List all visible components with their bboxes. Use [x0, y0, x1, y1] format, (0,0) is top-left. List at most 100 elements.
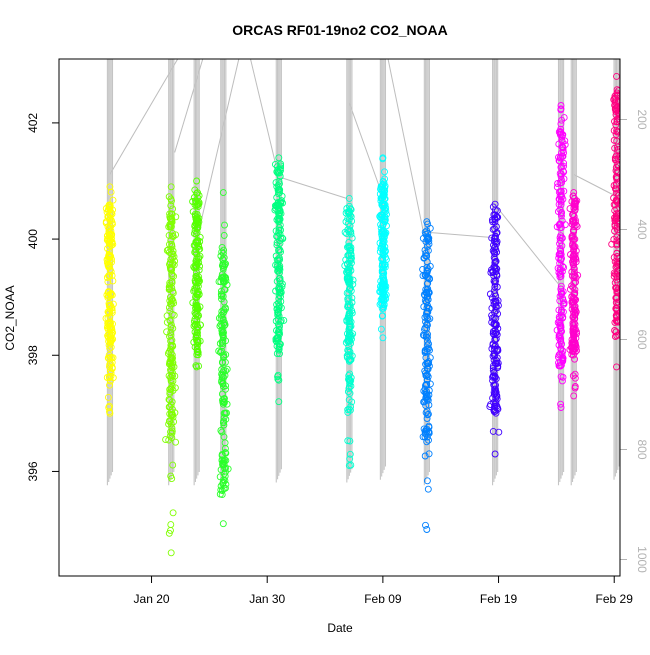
data-point-rf02 — [162, 436, 170, 444]
data-point-rf06 — [346, 450, 354, 458]
data-point-rf08 — [421, 452, 429, 460]
data-point-rf11 — [571, 384, 579, 392]
data-point-rf10 — [556, 324, 564, 332]
data-point-rf06 — [345, 329, 353, 337]
data-point-rf06 — [346, 280, 354, 288]
data-point-rf01 — [109, 206, 117, 214]
data-point-rf12 — [615, 220, 620, 228]
data-point-rf02 — [165, 529, 173, 537]
data-point-rf10 — [560, 159, 568, 167]
data-point-rf11 — [571, 355, 579, 363]
data-point-rf05 — [276, 350, 283, 358]
data-point-rf11 — [570, 235, 578, 243]
data-point-rf09 — [492, 257, 500, 265]
data-point-rf12 — [613, 128, 620, 136]
data-point-rf02 — [168, 210, 176, 218]
data-point-rf01 — [108, 241, 115, 249]
data-point-rf02 — [167, 521, 175, 529]
data-point-rf12 — [614, 155, 620, 163]
data-point-rf07 — [379, 304, 387, 312]
data-point-rf06 — [344, 388, 352, 396]
data-point-rf02 — [166, 332, 173, 340]
data-point-rf06 — [344, 346, 352, 354]
data-point-rf06-max — [345, 194, 353, 202]
data-point-rf04 — [218, 326, 226, 334]
data-point-rf10 — [559, 354, 567, 362]
y-left-tick-label: 398 — [26, 345, 40, 365]
data-point-rf01 — [105, 402, 113, 410]
data-point-rf05 — [276, 266, 284, 274]
y-right-tick-label: 1000 — [635, 546, 649, 573]
data-point-rf07 — [378, 211, 386, 219]
data-point-rf12 — [611, 318, 619, 326]
data-point-rf01 — [104, 320, 112, 328]
y-right-tick-label: 400 — [635, 219, 649, 239]
data-point-rf03 — [195, 192, 203, 200]
data-point-rf10 — [557, 338, 565, 346]
data-point-rf04 — [217, 315, 225, 323]
data-point-rf11 — [572, 343, 580, 351]
data-point-rf05 — [276, 262, 284, 270]
data-point-rf10 — [558, 209, 566, 216]
data-point-rf07 — [380, 291, 388, 299]
data-point-rf09 — [490, 369, 498, 376]
data-point-rf04 — [219, 460, 227, 468]
data-point-rf09 — [486, 403, 494, 411]
data-point-rf02 — [167, 265, 175, 273]
data-point-rf06 — [344, 226, 352, 234]
data-point-rf12 — [614, 318, 620, 326]
data-point-rf02 — [166, 215, 174, 222]
data-point-rf02 — [170, 363, 178, 371]
data-point-rf05 — [271, 206, 279, 214]
data-point-rf06 — [346, 437, 354, 445]
data-point-rf11 — [570, 204, 578, 212]
data-point-rf04 — [218, 374, 226, 382]
data-point-rf03-max — [193, 177, 201, 185]
data-point-rf10 — [557, 290, 565, 298]
data-point-rf01 — [108, 309, 116, 317]
data-point-rf06 — [348, 335, 355, 343]
data-point-rf08 — [425, 289, 433, 297]
data-point-rf03 — [192, 362, 200, 370]
data-point-rf06 — [346, 389, 354, 397]
data-point-rf11 — [569, 338, 577, 346]
data-point-rf02 — [167, 329, 175, 336]
data-point-rf05 — [273, 338, 281, 346]
data-point-rf05 — [274, 371, 282, 379]
data-point-rf06 — [347, 318, 355, 326]
data-point-rf06 — [343, 275, 351, 283]
data-point-rf11 — [566, 285, 574, 293]
data-point-rf04 — [218, 292, 225, 300]
data-point-rf04 — [222, 367, 230, 375]
data-point-rf05 — [276, 274, 284, 282]
data-point-rf08 — [426, 380, 434, 388]
data-point-rf11 — [569, 242, 577, 250]
x-tick-label: Feb 19 — [480, 592, 518, 606]
data-point-rf11 — [568, 234, 576, 242]
data-point-rf02 — [169, 247, 177, 255]
data-point-rf06 — [345, 208, 353, 216]
data-point-rf02 — [172, 231, 180, 239]
data-point-rf08 — [422, 372, 430, 380]
data-point-rf05 — [276, 209, 284, 217]
data-point-rf04 — [216, 340, 224, 347]
data-point-rf03 — [192, 258, 200, 266]
data-point-rf10 — [558, 136, 566, 144]
data-point-rf09 — [492, 375, 500, 383]
data-point-rf02-min — [167, 549, 175, 557]
data-point-rf04 — [218, 390, 226, 398]
data-point-rf02 — [166, 210, 174, 218]
data-point-rf06 — [345, 303, 352, 311]
y-left-tick-label: 402 — [26, 113, 40, 133]
data-point-rf04 — [217, 252, 225, 260]
data-point-rf04 — [221, 409, 229, 417]
data-point-rf02 — [168, 232, 176, 240]
data-point-rf01 — [106, 344, 114, 352]
data-point-rf11 — [574, 271, 582, 279]
data-point-rf02 — [166, 307, 174, 315]
data-point-rf06 — [343, 205, 351, 212]
data-point-rf04-min — [219, 520, 227, 528]
